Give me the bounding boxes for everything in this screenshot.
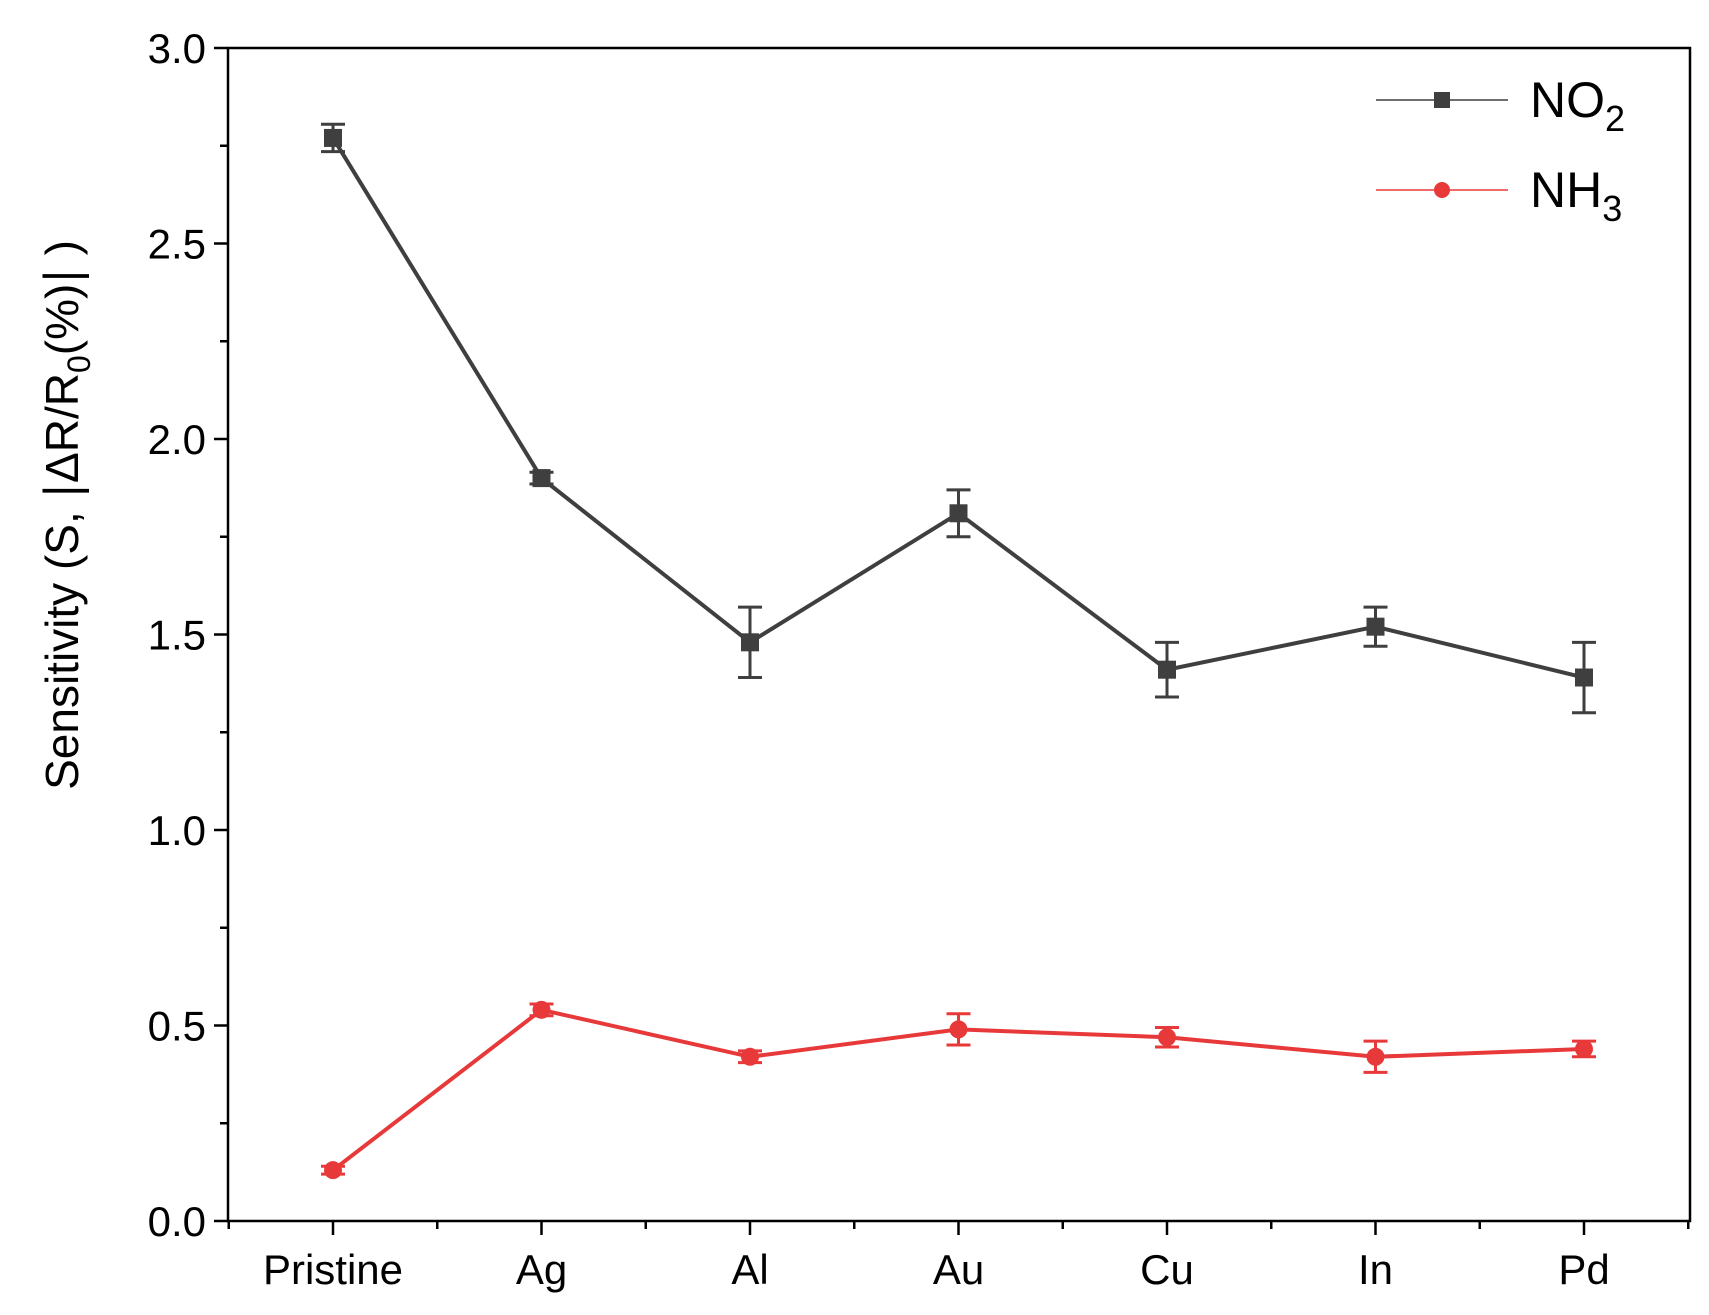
legend-entry-1: NO2 — [1376, 72, 1625, 139]
data-point — [532, 469, 551, 488]
data-point — [1366, 1047, 1385, 1066]
data-point — [1575, 668, 1593, 687]
x-tick-label: In — [1358, 1246, 1393, 1293]
y-tick-label: 0.0 — [148, 1198, 206, 1245]
y-tick-label: 2.0 — [148, 416, 206, 463]
y-tick-label: 1.0 — [148, 807, 206, 854]
y-axis-label-main: ΔR/R — [36, 373, 88, 483]
y-axis-label-bar-right: | — [35, 268, 90, 284]
data-point — [324, 1161, 342, 1180]
data-point — [741, 1047, 759, 1066]
legend-label: NO2 — [1530, 72, 1625, 139]
data-point — [1366, 617, 1385, 636]
y-tick-label: 0.5 — [148, 1003, 206, 1050]
y-axis: 0.0 0.5 1.0 1.5 2.0 2.5 3.0 — [148, 25, 228, 1245]
x-tick-label: Ag — [516, 1246, 567, 1293]
legend-entry-2: NH3 — [1376, 162, 1622, 229]
x-tick-label: Au — [933, 1246, 984, 1293]
data-point — [1158, 660, 1176, 679]
data-point — [949, 504, 968, 523]
y-axis-label-tail: (%) — [36, 284, 88, 356]
series-2 — [321, 1000, 1596, 1180]
x-axis: Pristine Ag Al Au Cu In Pd — [227, 1221, 1690, 1293]
data-point — [532, 1000, 551, 1019]
data-point — [1158, 1028, 1176, 1047]
x-tick-label: Cu — [1140, 1246, 1194, 1293]
legend-label: NH3 — [1530, 162, 1622, 229]
data-point — [741, 633, 759, 652]
y-axis-label-bar-left: | — [35, 483, 90, 499]
y-axis-label-prefix: Sensitivity (S, — [36, 498, 88, 789]
y-tick-label: 2.5 — [148, 221, 206, 268]
legend-marker — [1434, 182, 1450, 198]
y-tick-label: 1.5 — [148, 612, 206, 659]
y-tick-label: 3.0 — [148, 25, 206, 72]
y-axis-label-sub: 0 — [61, 355, 97, 373]
x-tick-label: Pristine — [263, 1246, 403, 1293]
data-point — [324, 128, 342, 147]
x-tick-label: Al — [731, 1246, 768, 1293]
data-point — [949, 1020, 968, 1039]
legend-marker — [1434, 92, 1450, 108]
series-layer — [321, 122, 1596, 1180]
y-axis-label: Sensitivity (S, |ΔR/R0(%)| ) — [35, 240, 97, 790]
x-tick-label: Pd — [1558, 1246, 1609, 1293]
y-axis-label-suffix: ) — [36, 240, 88, 268]
series-1 — [321, 122, 1596, 715]
data-point — [1575, 1039, 1593, 1058]
